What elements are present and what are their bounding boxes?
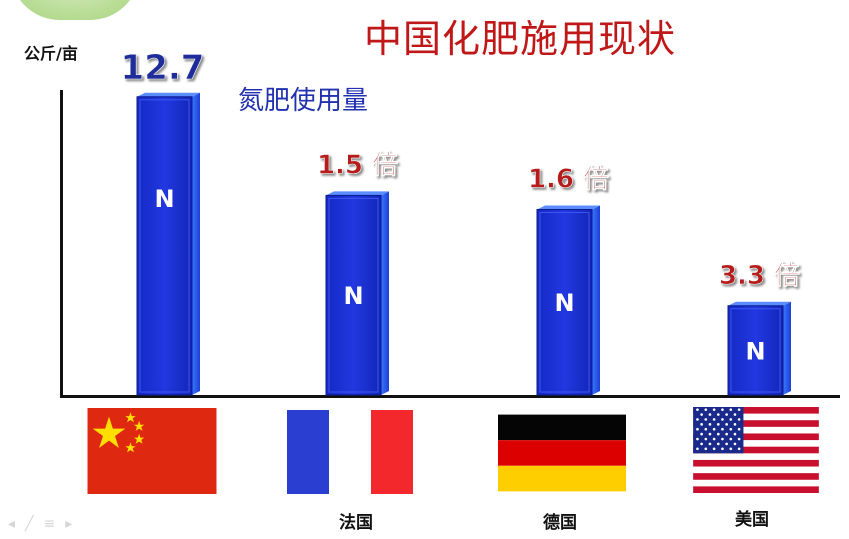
bar-top-usa	[728, 301, 791, 306]
flag-star	[700, 413, 703, 416]
flag-star	[704, 408, 708, 411]
germany-flag	[498, 414, 626, 492]
flag-star	[725, 432, 728, 436]
flag-star	[725, 442, 728, 446]
flag-star	[712, 418, 716, 421]
bar-china	[136, 96, 193, 396]
flag-star	[737, 418, 741, 421]
flag-star	[721, 418, 724, 421]
flag-star	[712, 408, 716, 411]
flag-star	[733, 432, 737, 436]
flag-star	[700, 432, 703, 436]
flag-star	[708, 432, 712, 436]
flag-star	[716, 413, 720, 416]
flag-star	[704, 437, 708, 441]
data-label-usa: 3.3 倍	[719, 260, 800, 291]
china-flag	[87, 408, 217, 494]
data-label-germany: 1.6 倍	[528, 163, 609, 194]
flag-star	[700, 423, 703, 426]
country-label-france: 法国	[339, 513, 373, 533]
flag-star	[725, 413, 728, 416]
bar-side-france	[381, 191, 389, 395]
flag-star	[696, 427, 699, 431]
country-label-usa: 美国	[735, 510, 769, 530]
bar-top-germany	[537, 205, 600, 210]
flag-star	[733, 423, 737, 426]
france-flag	[287, 410, 413, 494]
prev-icon[interactable]: ◂	[8, 516, 16, 532]
flag-star	[696, 418, 699, 421]
flag-star	[721, 447, 724, 451]
bar-bevel-germany	[539, 211, 590, 393]
flag-star	[712, 427, 716, 431]
flag-star	[716, 442, 720, 446]
flag-star	[704, 418, 708, 421]
flag-star	[729, 408, 733, 411]
bar-france	[325, 194, 382, 396]
flag-star	[721, 408, 724, 411]
data-label-france: 1.5 倍	[317, 149, 398, 180]
usa-flag	[693, 407, 819, 493]
flag-star	[721, 437, 724, 441]
flag-star	[729, 437, 733, 441]
bar-side-usa	[783, 301, 791, 395]
bar-side-china	[192, 92, 200, 395]
slide-navigation: ◂ ╱ ≡ ▸	[8, 516, 72, 532]
y-axis-unit-label: 公斤/亩	[24, 44, 78, 63]
flag-star	[704, 427, 708, 431]
flag-star	[696, 437, 699, 441]
flag-star	[729, 427, 733, 431]
flag-star	[696, 408, 699, 411]
y-axis-line	[60, 90, 63, 396]
x-axis-line	[60, 395, 840, 398]
bar-symbol-germany: N	[554, 289, 574, 317]
flag-star	[737, 408, 741, 411]
bar-top-china	[137, 92, 200, 97]
flag-star	[721, 427, 724, 431]
bar-bevel-usa	[730, 308, 781, 393]
bar-bevel-france	[328, 197, 379, 393]
bar-germany	[536, 208, 593, 396]
flag-star	[696, 447, 699, 451]
series-label: 氮肥使用量	[238, 86, 369, 116]
flag-star	[725, 423, 728, 426]
next-icon[interactable]: ▸	[65, 516, 73, 532]
flag-star	[737, 427, 741, 431]
bar-side-germany	[592, 205, 600, 395]
bar-symbol-china: N	[154, 185, 174, 213]
flag-star	[733, 413, 737, 416]
flag-star	[729, 447, 733, 451]
flag-star	[708, 423, 712, 426]
pen-icon[interactable]: ╱	[25, 516, 34, 532]
bar-symbol-usa: N	[745, 337, 765, 365]
logo-decoration	[10, 0, 140, 20]
flag-star	[708, 442, 712, 446]
flag-star	[712, 437, 716, 441]
flag-star	[700, 442, 703, 446]
bar-symbol-france: N	[343, 282, 363, 310]
data-label-china: 12.7	[121, 48, 205, 88]
flag-star	[737, 437, 741, 441]
flag-star	[729, 418, 733, 421]
bar-bevel-china	[139, 99, 190, 393]
flag-star	[712, 447, 716, 451]
bar-top-france	[326, 191, 389, 196]
country-label-germany: 德国	[543, 513, 577, 533]
flag-star	[708, 413, 712, 416]
page-title: 中国化肥施用现状	[364, 17, 677, 61]
flag-star	[716, 423, 720, 426]
flag-star	[716, 432, 720, 436]
flag-star	[737, 447, 741, 451]
bar-usa	[727, 305, 784, 396]
menu-icon[interactable]: ≡	[43, 516, 56, 532]
flag-star	[704, 447, 708, 451]
flag-star	[733, 442, 737, 446]
